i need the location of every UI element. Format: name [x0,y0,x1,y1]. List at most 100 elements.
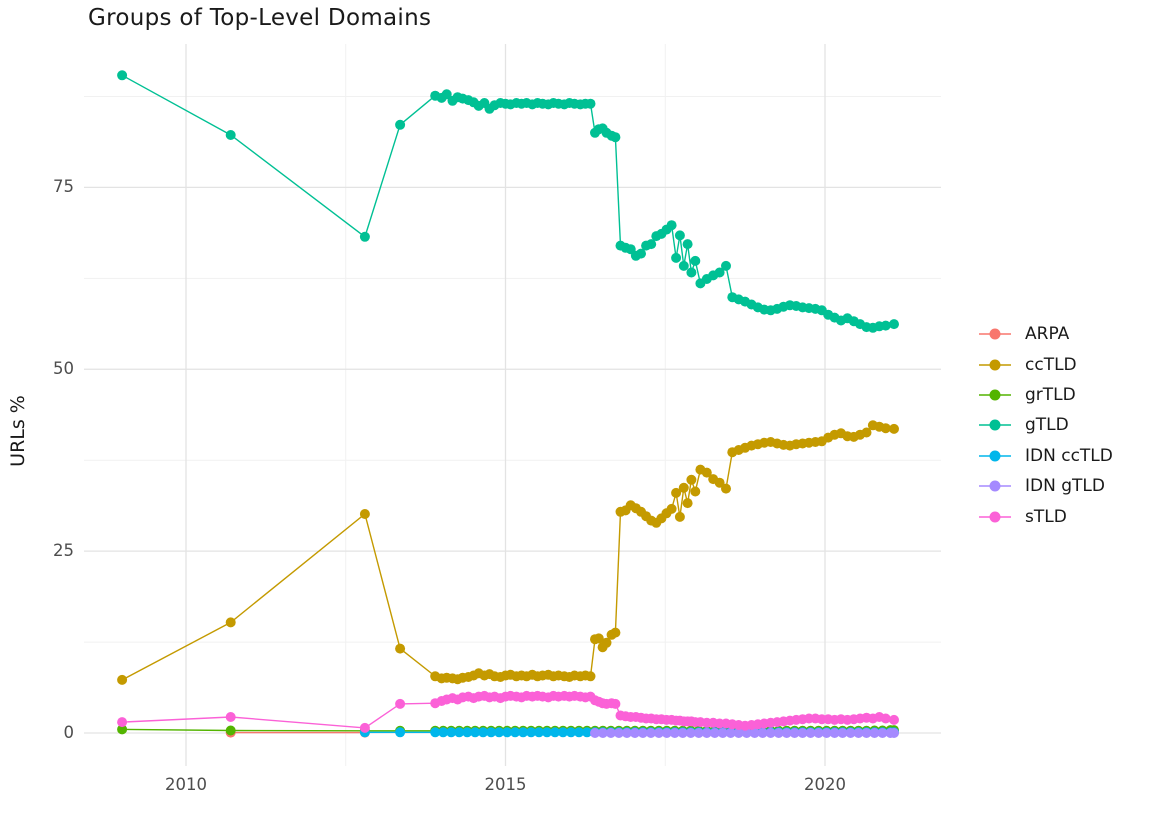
legend-key-icon [979,389,1011,401]
data-point-idn-gtld [653,728,664,738]
data-point-idn-gtld [669,728,680,738]
data-point-idn-gtld [629,728,640,738]
data-point-grtld [117,724,128,735]
data-point-cctld [714,477,725,488]
x-tick-label: 2010 [165,775,207,794]
legend-item-idn-gtld: IDN gTLD [978,471,1113,501]
data-point-cctld [601,637,612,648]
data-point-grtld [225,725,236,736]
legend-label: gTLD [1025,415,1069,436]
data-point-gtld [225,130,236,140]
data-point-idn-cctld [470,727,481,738]
data-point-gtld [395,119,406,130]
legend-key-icon [979,328,1011,340]
data-point-idn-gtld [837,728,848,738]
series-gtld [117,70,899,333]
data-point-gtld [880,320,891,331]
legend-label: IDN ccTLD [1025,445,1113,466]
legend-label: IDN gTLD [1025,476,1105,497]
y-axis-title: URLs % [7,395,29,467]
data-point-idn-gtld [845,728,856,738]
data-point-gtld [636,248,646,259]
gridlines-minor [84,44,941,766]
legend-item-grtld: grTLD [978,380,1113,410]
data-point-stld [225,712,236,722]
legend-label: ARPA [1025,324,1070,345]
data-point-idn-cctld [454,727,465,738]
data-point-idn-gtld [701,728,712,738]
data-point-idn-cctld [486,727,497,738]
data-point-cctld [359,509,370,519]
data-point-gtld [678,260,689,271]
data-point-cctld [593,633,604,644]
data-point-cctld [690,486,701,497]
data-point-idn-gtld [725,728,736,738]
data-point-gtld [714,267,725,278]
data-point-idn-cctld [502,727,513,738]
legend-key-icon [979,480,1011,492]
legend-label: sTLD [1025,506,1067,527]
x-tick-label: 2015 [484,775,527,794]
y-tick-label: 0 [63,723,75,742]
data-point-idn-cctld [462,727,473,738]
data-point-idn-cctld [478,727,489,738]
data-point-stld [117,717,128,728]
legend-item-cctld: ccTLD [978,349,1113,379]
data-point-cctld [666,503,677,514]
data-point-idn-gtld [661,728,672,738]
data-point-idn-gtld [597,728,608,738]
data-point-idn-gtld [821,728,832,738]
series-arpa [225,727,370,738]
legend-item-gtld: gTLD [978,410,1113,440]
data-point-cctld [117,674,128,685]
data-point-gtld [721,260,731,271]
data-point-cctld [678,482,689,493]
data-point-idn-cctld [574,727,584,738]
y-tick-label: 50 [53,359,74,379]
legend-key-icon [979,419,1011,431]
data-point-gtld [585,98,596,109]
data-point-gtld [889,319,899,330]
gridlines-major [84,44,941,766]
data-point-idn-cctld [518,727,529,738]
data-point-idn-gtld [869,728,880,738]
data-point-idn-cctld [526,727,537,738]
data-point-cctld [701,467,712,478]
data-point-cctld [671,487,682,498]
data-point-idn-cctld [395,727,406,738]
data-point-idn-gtld [853,728,864,738]
data-point-idn-cctld [494,727,505,738]
data-point-idn-cctld [566,727,576,738]
data-point-idn-gtld [757,728,768,738]
data-point-stld [395,698,406,709]
data-point-idn-gtld [861,728,872,738]
data-point-idn-gtld [781,728,792,738]
data-point-idn-gtld [677,728,688,738]
data-point-cctld [880,423,891,434]
data-point-idn-gtld [693,728,704,738]
data-point-idn-cctld [550,727,560,738]
data-point-idn-gtld [797,728,808,738]
series-cctld [117,420,899,685]
data-point-gtld [666,220,677,231]
legend-key-icon [979,359,1011,371]
data-point-idn-cctld [510,727,521,738]
data-point-idn-cctld [582,727,592,738]
data-point-gtld [671,252,682,263]
chart-title: Groups of Top-Level Domains [88,5,432,31]
data-point-idn-gtld [805,728,816,738]
data-point-idn-gtld [877,728,888,738]
legend-label: ccTLD [1025,354,1077,375]
data-point-idn-gtld [590,728,600,738]
data-point-idn-gtld [605,728,616,738]
data-point-cctld [889,423,899,434]
data-point-stld [889,714,899,725]
data-point-cctld [682,498,693,509]
data-point-idn-cctld [438,727,449,738]
data-point-cctld [861,427,872,438]
legend-label: grTLD [1025,384,1076,405]
x-tick-label: 2020 [804,775,846,794]
data-point-idn-gtld [709,728,720,738]
